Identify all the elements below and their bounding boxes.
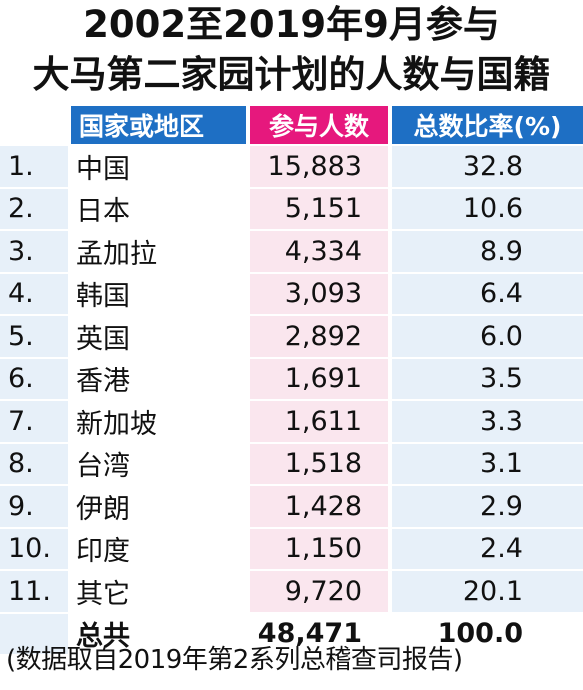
table-row: 3. 孟加拉 4,334 8.9	[0, 229, 583, 272]
row-count: 5,151	[246, 186, 388, 229]
row-percent: 6.4	[388, 271, 583, 314]
row-percent: 6.0	[388, 314, 583, 357]
row-count: 3,093	[246, 271, 388, 314]
header-count: 参与人数	[246, 106, 388, 144]
total-row: 总共 48,471 100.0	[0, 611, 583, 654]
table-row: 10. 印度 1,150 2.4	[0, 526, 583, 569]
row-country: 英国	[68, 314, 246, 357]
table-row: 2. 日本 5,151 10.6	[0, 186, 583, 229]
row-count: 1,428	[246, 484, 388, 527]
row-count: 1,691	[246, 356, 388, 399]
row-rank: 10.	[0, 526, 68, 569]
row-rank: 1.	[0, 144, 68, 187]
row-country: 日本	[68, 186, 246, 229]
table-row: 8. 台湾 1,518 3.1	[0, 441, 583, 484]
total-percent: 100.0	[388, 611, 583, 654]
total-count: 48,471	[246, 611, 388, 654]
row-count: 15,883	[246, 144, 388, 187]
row-country: 韩国	[68, 271, 246, 314]
row-percent: 3.3	[388, 399, 583, 442]
row-rank: 9.	[0, 484, 68, 527]
row-country: 新加坡	[68, 399, 246, 442]
header-country: 国家或地区	[68, 106, 246, 144]
row-percent: 3.5	[388, 356, 583, 399]
table-body: 1. 中国 15,883 32.8 2. 日本 5,151 10.6 3. 孟加拉 4,334 8.9…	[0, 144, 583, 654]
row-percent: 10.6	[388, 186, 583, 229]
row-count: 4,334	[246, 229, 388, 272]
source-note: (数据取自2019年第2系列总稽查司报告)	[6, 645, 463, 675]
data-table: 国家或地区 参与人数 总数比率(%) 1. 中国 15,883 32.8 2. 日本 5,1…	[0, 106, 583, 654]
row-country: 孟加拉	[68, 229, 246, 272]
row-country: 香港	[68, 356, 246, 399]
row-percent: 3.1	[388, 441, 583, 484]
row-count: 1,518	[246, 441, 388, 484]
row-rank: 7.	[0, 399, 68, 442]
chart-title: 2002至2019年9月参与 大马第二家园计划的人数与国籍	[0, 0, 583, 100]
row-count: 2,892	[246, 314, 388, 357]
row-country: 印度	[68, 526, 246, 569]
row-rank: 4.	[0, 271, 68, 314]
row-country: 其它	[68, 569, 246, 612]
row-percent: 32.8	[388, 144, 583, 187]
row-count: 9,720	[246, 569, 388, 612]
total-label: 总共	[68, 611, 246, 654]
row-percent: 2.9	[388, 484, 583, 527]
table-row: 7. 新加坡 1,611 3.3	[0, 399, 583, 442]
title-line-1: 2002至2019年9月参与	[83, 3, 500, 46]
title-line-2: 大马第二家园计划的人数与国籍	[32, 53, 551, 96]
row-country: 中国	[68, 144, 246, 187]
total-rank-blank	[0, 611, 68, 654]
row-count: 1,150	[246, 526, 388, 569]
table-row: 9. 伊朗 1,428 2.9	[0, 484, 583, 527]
header-rank	[0, 106, 68, 144]
row-rank: 6.	[0, 356, 68, 399]
row-rank: 2.	[0, 186, 68, 229]
table-row: 6. 香港 1,691 3.5	[0, 356, 583, 399]
row-rank: 11.	[0, 569, 68, 612]
row-rank: 5.	[0, 314, 68, 357]
row-percent: 20.1	[388, 569, 583, 612]
row-rank: 3.	[0, 229, 68, 272]
table-row: 4. 韩国 3,093 6.4	[0, 271, 583, 314]
header-percent: 总数比率(%)	[388, 106, 583, 144]
row-percent: 8.9	[388, 229, 583, 272]
table-row: 5. 英国 2,892 6.0	[0, 314, 583, 357]
table-row: 11. 其它 9,720 20.1	[0, 569, 583, 612]
row-country: 台湾	[68, 441, 246, 484]
row-percent: 2.4	[388, 526, 583, 569]
row-count: 1,611	[246, 399, 388, 442]
table-row: 1. 中国 15,883 32.8	[0, 144, 583, 187]
header-row: 国家或地区 参与人数 总数比率(%)	[0, 106, 583, 144]
row-country: 伊朗	[68, 484, 246, 527]
row-rank: 8.	[0, 441, 68, 484]
